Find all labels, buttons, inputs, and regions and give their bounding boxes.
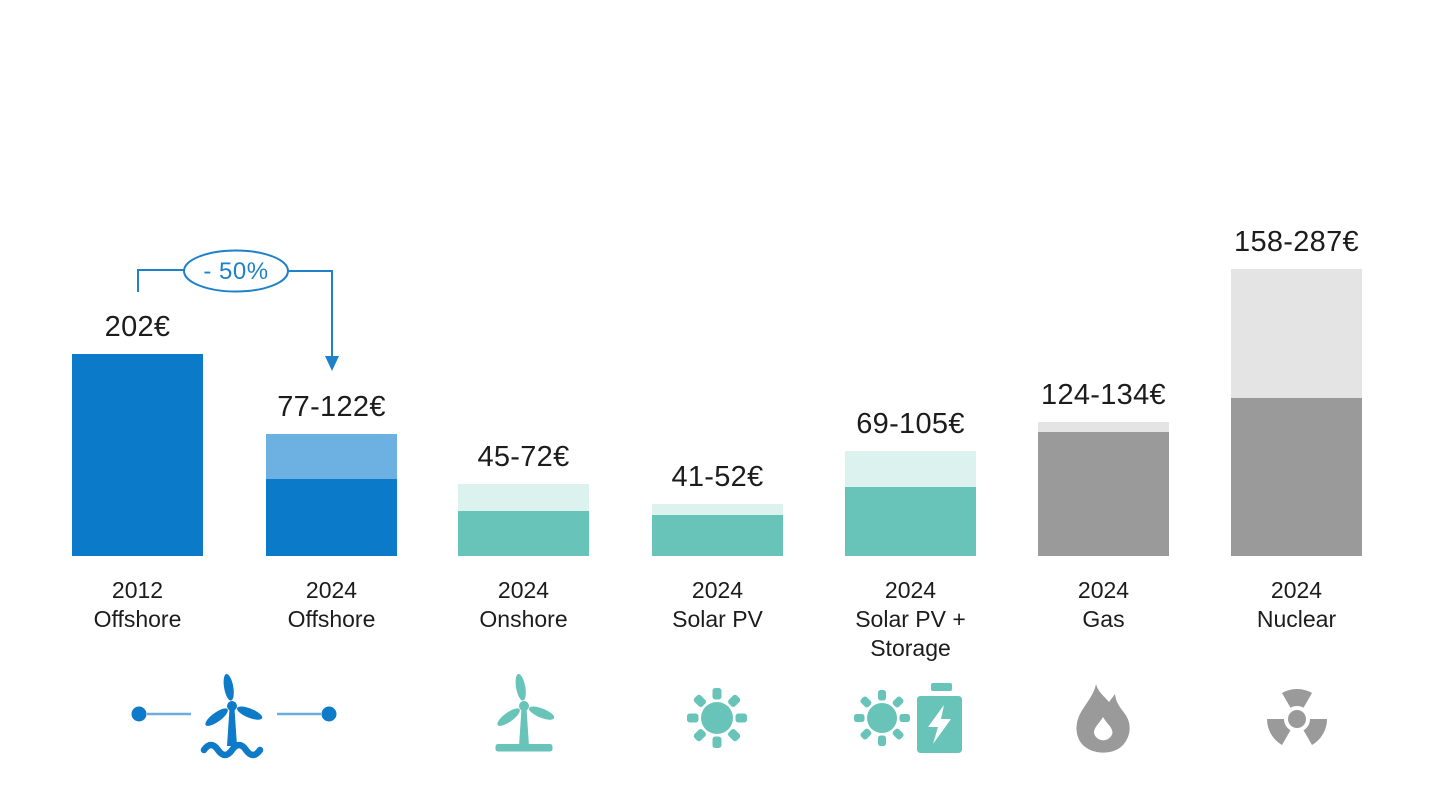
bar-2024-nuclear <box>1231 269 1362 556</box>
category-label-2024-solar-pv: 2024 Solar PV <box>672 577 763 632</box>
bar-2024-gas <box>1038 422 1169 556</box>
bar-segment-range <box>458 484 589 511</box>
bar-segment-low <box>1038 432 1169 556</box>
sun-icon <box>687 688 747 748</box>
category-label-2024-offshore: 2024 Offshore <box>287 577 376 632</box>
radiation-icon <box>1257 678 1337 758</box>
bar-segment-range <box>1231 269 1362 398</box>
category-label-2012-offshore: 2012 Offshore <box>93 577 182 632</box>
bar-2024-solar-pv-storage <box>845 451 976 556</box>
bar-segment-low <box>652 515 783 556</box>
value-label-2012-offshore: 202€ <box>104 311 171 343</box>
value-label-2024-solar-pv: 41-52€ <box>671 461 764 493</box>
bar-segment-range <box>652 504 783 515</box>
category-label-2024-onshore: 2024 Onshore <box>479 577 568 632</box>
flame-icon <box>1070 681 1136 755</box>
bar-segment-low <box>458 511 589 556</box>
annotation-arrowhead <box>325 356 339 371</box>
bar-segment-low <box>845 487 976 556</box>
annotation-ellipse <box>183 249 289 293</box>
annotation-bracket-left <box>137 269 184 292</box>
value-label-2024-nuclear: 158-287€ <box>1234 226 1359 258</box>
value-label-2024-onshore: 45-72€ <box>477 441 570 473</box>
value-label-2024-offshore: 77-122€ <box>277 391 386 423</box>
bar-2012-offshore <box>72 354 203 556</box>
bar-segment-low <box>72 354 203 556</box>
sun-battery-icon <box>844 683 968 753</box>
annotation-arrow-line <box>288 270 333 357</box>
category-label-2024-nuclear: 2024 Nuclear <box>1256 577 1337 632</box>
offshore-wind-icon <box>131 664 337 768</box>
value-label-2024-gas: 124-134€ <box>1041 379 1166 411</box>
bar-2024-solar-pv <box>652 504 783 556</box>
bar-segment-low <box>266 479 397 556</box>
decline-annotation-label: - 50% <box>203 258 268 285</box>
bar-segment-range <box>1038 422 1169 432</box>
bar-segment-low <box>1231 398 1362 556</box>
bar-segment-range <box>266 434 397 479</box>
onshore-wind-icon <box>481 671 567 757</box>
category-label-2024-solar-pv-storage: 2024 Solar PV + Storage <box>855 577 966 661</box>
decline-annotation: - 50% <box>137 249 339 371</box>
value-label-2024-solar-pv-storage: 69-105€ <box>856 408 965 440</box>
bar-2024-onshore <box>458 484 589 556</box>
category-label-2024-gas: 2024 Gas <box>1077 577 1130 632</box>
bar-2024-offshore <box>266 434 397 556</box>
bar-segment-range <box>845 451 976 487</box>
